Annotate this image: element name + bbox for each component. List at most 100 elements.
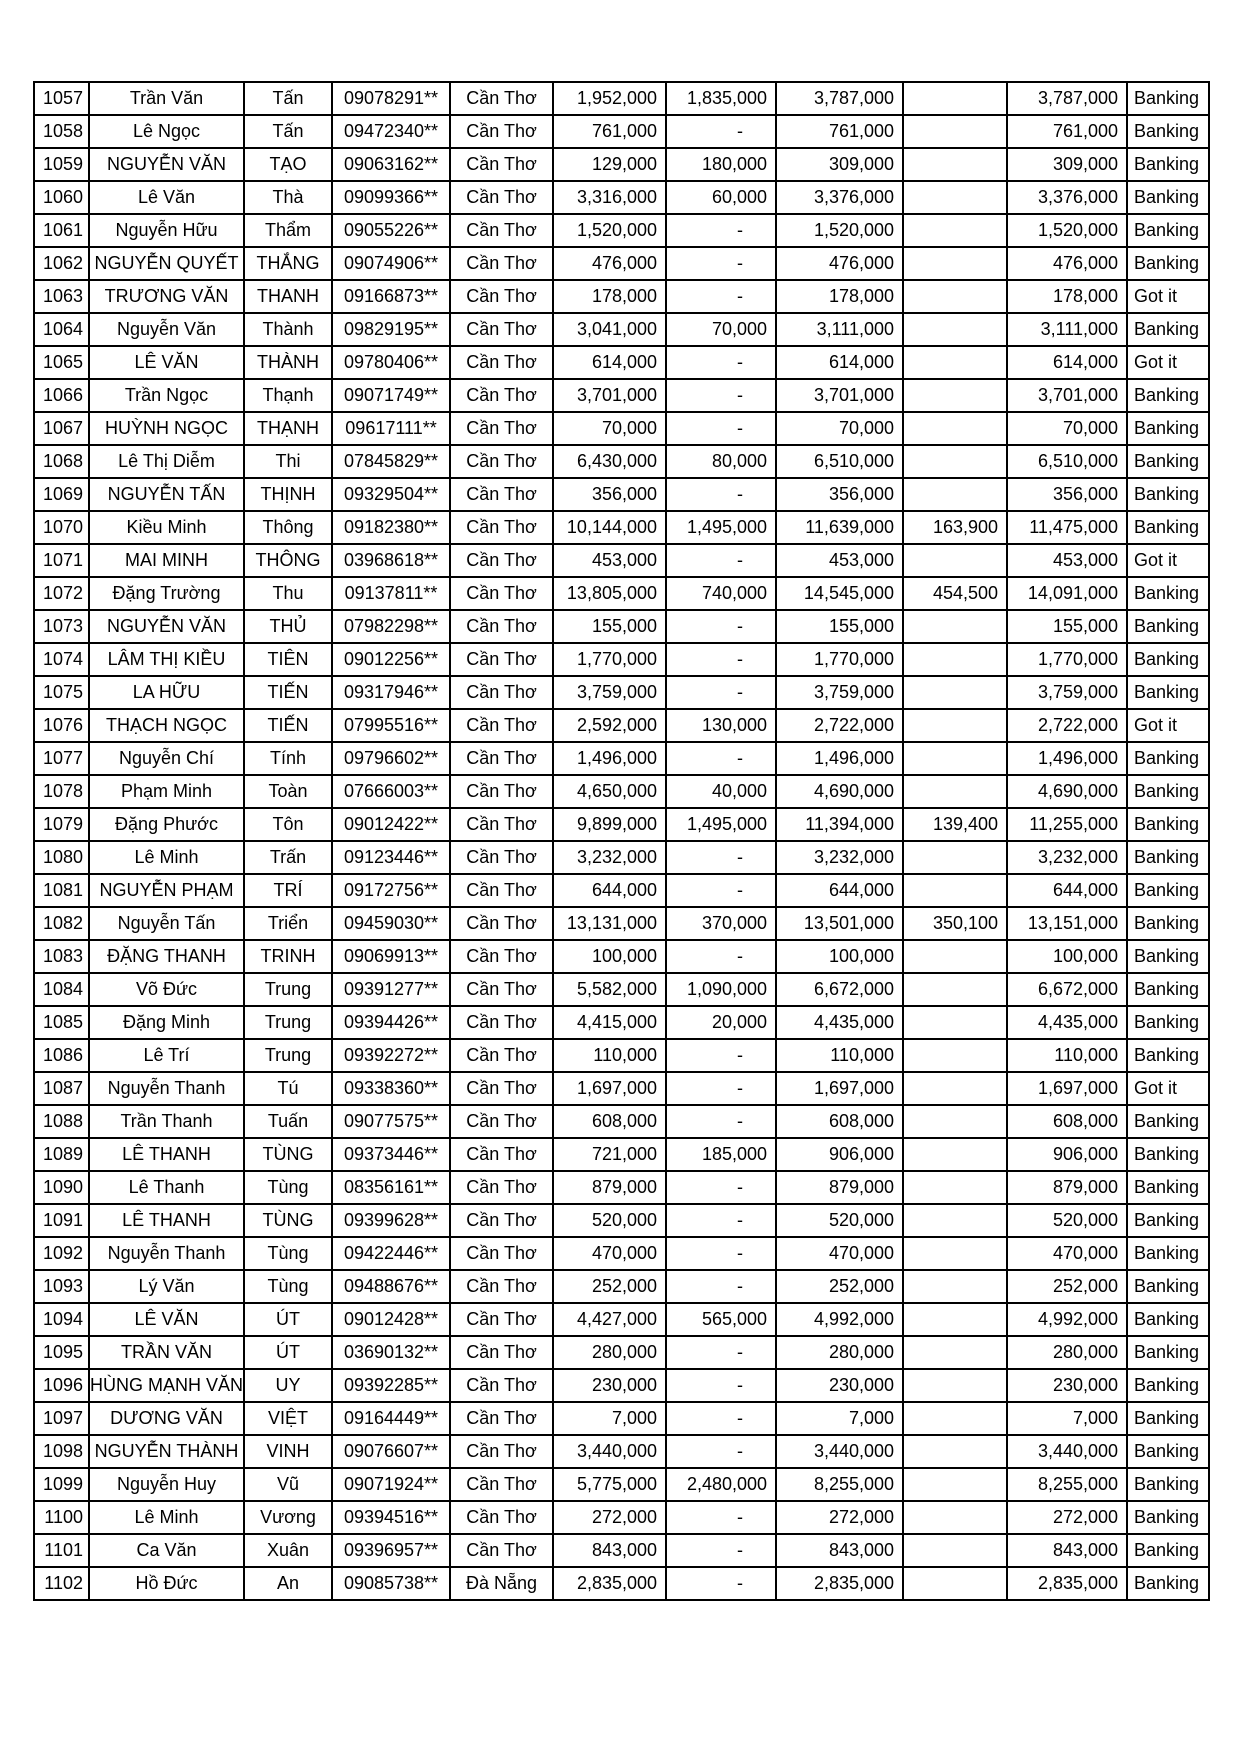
table-row: 1067 HUỲNH NGỌC THẠNH 09617111** Cần Thơ 70,0…: [33, 411, 1211, 446]
cell-amount1: 3,041,000: [552, 312, 668, 347]
cell-fee: [902, 444, 1009, 479]
cell-final: 470,000: [1006, 1236, 1129, 1271]
table-row: 1080 Lê Minh Trấn 09123446** Cần Thơ 3,232,00…: [33, 840, 1211, 875]
cell-total: 280,000: [775, 1335, 905, 1370]
cell-amount1: 110,000: [552, 1038, 668, 1073]
cell-first-name: VIỆT: [243, 1401, 334, 1436]
cell-no: 1058: [33, 114, 90, 149]
cell-final: 309,000: [1006, 147, 1129, 182]
cell-first-name: TÙNG: [243, 1203, 334, 1238]
cell-phone: 03968618**: [331, 543, 452, 578]
cell-last-name: TRƯƠNG VĂN: [87, 279, 246, 314]
table-row: 1088 Trần Thanh Tuấn 09077575** Cần Thơ 608,0…: [33, 1104, 1211, 1139]
cell-status: Banking: [1126, 1005, 1211, 1040]
cell-no: 1079: [33, 807, 90, 842]
table-row: 1062 NGUYỄN QUYẾT THẮNG 09074906** Cần Thơ 47…: [33, 246, 1211, 281]
cell-final: 13,151,000: [1006, 906, 1129, 941]
table-row: 1087 Nguyễn Thanh Tú 09338360** Cần Thơ 1,697…: [33, 1071, 1211, 1106]
cell-amount2: 130,000: [665, 708, 778, 743]
cell-no: 1068: [33, 444, 90, 479]
cell-final: 7,000: [1006, 1401, 1129, 1436]
cell-final: 879,000: [1006, 1170, 1129, 1205]
cell-no: 1075: [33, 675, 90, 710]
cell-first-name: Tuấn: [243, 1104, 334, 1139]
cell-phone: 09338360**: [331, 1071, 452, 1106]
cell-total: 470,000: [775, 1236, 905, 1271]
cell-city: Cần Thơ: [449, 1038, 555, 1073]
cell-phone: 09617111**: [331, 411, 452, 446]
cell-city: Cần Thơ: [449, 939, 555, 974]
cell-phone: 09796602**: [331, 741, 452, 776]
cell-amount1: 6,430,000: [552, 444, 668, 479]
cell-last-name: ĐẶNG THANH: [87, 939, 246, 974]
cell-status: Banking: [1126, 444, 1211, 479]
cell-city: Cần Thơ: [449, 972, 555, 1007]
cell-status: Banking: [1126, 840, 1211, 875]
cell-phone: 09391277**: [331, 972, 452, 1007]
cell-phone: 09329504**: [331, 477, 452, 512]
cell-amount1: 4,427,000: [552, 1302, 668, 1337]
cell-final: 70,000: [1006, 411, 1129, 446]
cell-phone: 09182380**: [331, 510, 452, 545]
cell-final: 1,697,000: [1006, 1071, 1129, 1106]
cell-no: 1074: [33, 642, 90, 677]
table-row: 1101 Ca Văn Xuân 09396957** Cần Thơ 843,000-8…: [33, 1533, 1211, 1568]
cell-fee: [902, 1071, 1009, 1106]
cell-status: Banking: [1126, 246, 1211, 281]
cell-city: Cần Thơ: [449, 1467, 555, 1502]
cell-first-name: Tấn: [243, 81, 334, 116]
cell-phone: 09396957**: [331, 1533, 452, 1568]
cell-total: 3,440,000: [775, 1434, 905, 1469]
cell-first-name: Thạnh: [243, 378, 334, 413]
table-row: 1075 LA HỮU TIẾN 09317946** Cần Thơ 3,759,000…: [33, 675, 1211, 710]
cell-city: Cần Thơ: [449, 1203, 555, 1238]
cell-final: 3,376,000: [1006, 180, 1129, 215]
table-row: 1096 HÙNG MẠNH VĂN UY 09392285** Cần Thơ 230,…: [33, 1368, 1211, 1403]
cell-city: Cần Thơ: [449, 411, 555, 446]
cell-last-name: Lê Trí: [87, 1038, 246, 1073]
cell-last-name: Lê Minh: [87, 1500, 246, 1535]
cell-fee: [902, 279, 1009, 314]
cell-amount2: -: [665, 642, 778, 677]
table-row: 1061 Nguyễn Hữu Thẩm 09055226** Cần Thơ 1,520…: [33, 213, 1211, 248]
cell-fee: [902, 873, 1009, 908]
cell-final: 11,475,000: [1006, 510, 1129, 545]
cell-final: 252,000: [1006, 1269, 1129, 1304]
cell-amount1: 1,520,000: [552, 213, 668, 248]
cell-total: 1,697,000: [775, 1071, 905, 1106]
cell-no: 1092: [33, 1236, 90, 1271]
cell-first-name: TIẾN: [243, 675, 334, 710]
cell-city: Cần Thơ: [449, 378, 555, 413]
cell-no: 1090: [33, 1170, 90, 1205]
cell-no: 1089: [33, 1137, 90, 1172]
cell-amount1: 721,000: [552, 1137, 668, 1172]
cell-amount2: -: [665, 543, 778, 578]
cell-amount1: 70,000: [552, 411, 668, 446]
table-row: 1095 TRẦN VĂN ÚT 03690132** Cần Thơ 280,000-2…: [33, 1335, 1211, 1370]
cell-no: 1065: [33, 345, 90, 380]
cell-phone: 09055226**: [331, 213, 452, 248]
cell-amount2: 40,000: [665, 774, 778, 809]
cell-fee: [902, 1335, 1009, 1370]
cell-no: 1062: [33, 246, 90, 281]
cell-phone: 09012256**: [331, 642, 452, 677]
cell-amount1: 1,697,000: [552, 1071, 668, 1106]
cell-city: Cần Thơ: [449, 906, 555, 941]
cell-amount2: 185,000: [665, 1137, 778, 1172]
cell-amount2: -: [665, 411, 778, 446]
cell-last-name: LA HỮU: [87, 675, 246, 710]
cell-city: Cần Thơ: [449, 1104, 555, 1139]
cell-last-name: Võ Đức: [87, 972, 246, 1007]
cell-final: 2,722,000: [1006, 708, 1129, 743]
cell-amount1: 129,000: [552, 147, 668, 182]
table-row: 1091 LÊ THANH TÙNG 09399628** Cần Thơ 520,000…: [33, 1203, 1211, 1238]
cell-first-name: Trấn: [243, 840, 334, 875]
cell-fee: [902, 246, 1009, 281]
cell-city: Cần Thơ: [449, 576, 555, 611]
cell-amount2: -: [665, 246, 778, 281]
cell-first-name: VINH: [243, 1434, 334, 1469]
cell-phone: 09399628**: [331, 1203, 452, 1238]
cell-fee: [902, 1302, 1009, 1337]
cell-total: 2,722,000: [775, 708, 905, 743]
cell-no: 1099: [33, 1467, 90, 1502]
